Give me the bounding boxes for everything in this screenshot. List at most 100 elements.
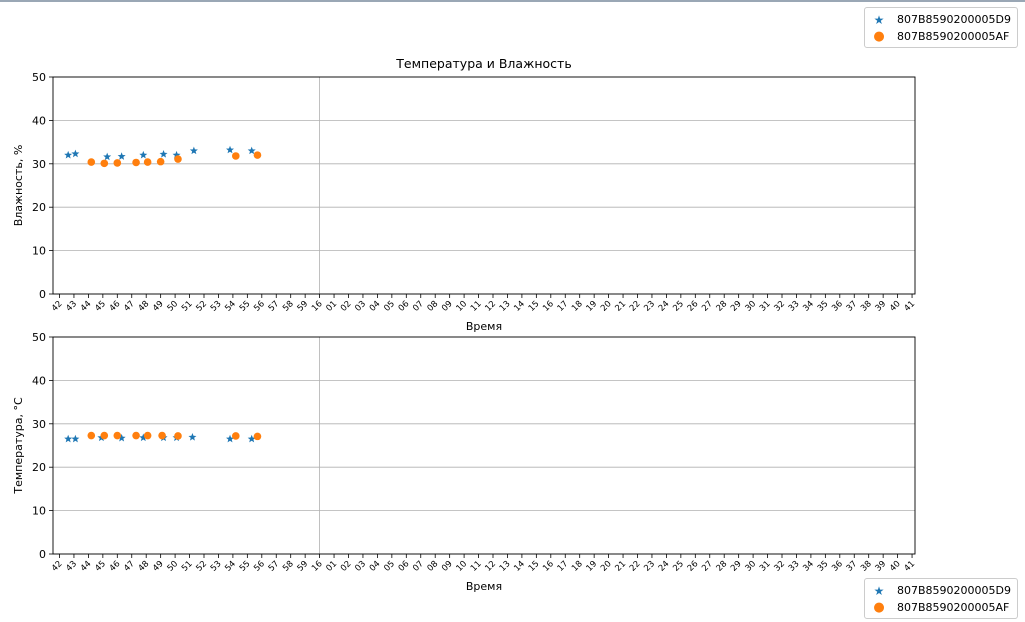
x-tick-label: 18	[570, 559, 585, 574]
y-tick-label: 10	[32, 245, 46, 258]
x-tick-label: 59	[296, 559, 311, 574]
x-tick-label: 47	[122, 559, 137, 574]
x-tick-label: 50	[165, 559, 180, 574]
data-point-star	[189, 146, 198, 155]
x-tick-label: 49	[151, 299, 166, 314]
plot-frame	[52, 336, 916, 555]
x-tick-label: 02	[339, 299, 354, 314]
x-tick-label: 16	[310, 299, 325, 314]
x-tick-label: 05	[382, 299, 397, 314]
x-tick-label: 16	[541, 299, 556, 314]
x-tick-label: 46	[108, 559, 123, 574]
y-axis-label: Температура, °C	[12, 397, 25, 495]
y-tick-label: 50	[32, 331, 46, 344]
x-tick-label: 32	[772, 299, 787, 314]
x-tick-label: 12	[483, 559, 498, 574]
x-tick-label: 41	[902, 299, 917, 314]
x-tick-label: 38	[859, 299, 874, 314]
data-point-circle	[231, 432, 240, 440]
x-tick-label: 14	[512, 559, 527, 574]
x-tick-label: 35	[816, 559, 831, 574]
legend-label: 807B8590200005D9	[897, 13, 1011, 26]
data-point-star	[159, 150, 168, 158]
x-tick-label: 11	[469, 299, 484, 314]
x-tick-label: 51	[180, 299, 195, 314]
data-point-star	[247, 146, 256, 155]
y-tick-label: 0	[39, 548, 46, 561]
x-tick-label: 05	[382, 559, 397, 574]
x-tick-label: 14	[512, 299, 527, 314]
x-tick-label: 24	[657, 299, 672, 314]
x-tick-label: 09	[440, 559, 455, 574]
legend-entry: ● 807B8590200005AF	[871, 599, 1011, 616]
plot-frame	[52, 76, 916, 295]
x-tick-label: 21	[613, 559, 628, 574]
x-tick-label: 20	[599, 299, 614, 314]
data-point-star	[139, 150, 148, 159]
x-tick-label: 10	[454, 559, 469, 574]
x-tick-label: 38	[859, 559, 874, 574]
star-icon: ★	[873, 583, 885, 598]
x-tick-label: 01	[324, 559, 339, 574]
y-tick-label: 40	[32, 114, 46, 127]
x-tick-label: 58	[281, 299, 296, 314]
data-point-star	[103, 152, 112, 161]
x-tick-label: 53	[209, 559, 224, 574]
data-point-circle	[132, 158, 140, 167]
y-tick-label: 40	[32, 374, 46, 387]
legend-entry: ★ 807B8590200005D9	[871, 582, 1011, 599]
x-tick-label: 39	[874, 299, 889, 314]
x-tick-label: 46	[108, 299, 123, 314]
x-tick-label: 31	[758, 559, 773, 574]
x-tick-label: 48	[137, 299, 152, 314]
x-tick-label: 56	[252, 559, 267, 574]
legend-entry: ● 807B8590200005AF	[871, 28, 1011, 45]
x-tick-label: 50	[165, 299, 180, 314]
data-point-circle	[174, 432, 182, 440]
x-tick-label: 51	[180, 559, 195, 574]
data-point-star	[247, 434, 256, 443]
x-tick-label: 42	[50, 299, 65, 314]
x-tick-label: 45	[93, 299, 108, 314]
x-tick-label: 03	[353, 299, 368, 314]
data-point-circle	[143, 158, 152, 166]
legend-label: 807B8590200005AF	[897, 30, 1010, 43]
y-tick-label: 30	[32, 418, 46, 431]
x-tick-label: 36	[830, 299, 845, 314]
x-tick-label: 25	[671, 299, 686, 314]
y-tick-label: 20	[32, 201, 46, 214]
x-tick-label: 55	[238, 299, 253, 314]
x-tick-label: 53	[209, 299, 224, 314]
data-point-circle	[158, 431, 166, 440]
data-point-star	[64, 150, 73, 159]
x-tick-label: 16	[310, 559, 325, 574]
x-tick-label: 56	[252, 299, 267, 314]
x-tick-label: 19	[585, 299, 600, 314]
x-tick-label: 37	[845, 559, 860, 574]
x-tick-label: 45	[93, 559, 108, 574]
x-tick-label: 32	[772, 559, 787, 574]
circle-icon: ●	[873, 29, 885, 44]
y-tick-label: 20	[32, 461, 46, 474]
x-tick-label: 49	[151, 559, 166, 574]
x-tick-label: 03	[353, 559, 368, 574]
x-tick-label: 37	[845, 299, 860, 314]
x-tick-label: 57	[267, 299, 282, 314]
circle-icon: ●	[873, 600, 885, 615]
x-tick-label: 15	[527, 559, 542, 574]
x-tick-label: 23	[642, 559, 657, 574]
data-point-star	[188, 433, 197, 441]
data-point-circle	[231, 152, 240, 160]
x-tick-label: 28	[715, 299, 730, 314]
y-tick-label: 50	[32, 71, 46, 84]
data-point-star	[226, 145, 234, 154]
x-tick-label: 59	[296, 299, 311, 314]
x-tick-label: 06	[397, 299, 412, 314]
x-tick-label: 47	[122, 299, 137, 314]
x-tick-label: 40	[888, 559, 903, 574]
x-tick-label: 58	[281, 559, 296, 574]
x-tick-label: 34	[801, 299, 816, 314]
data-point-circle	[87, 158, 96, 166]
data-point-circle	[113, 431, 122, 440]
